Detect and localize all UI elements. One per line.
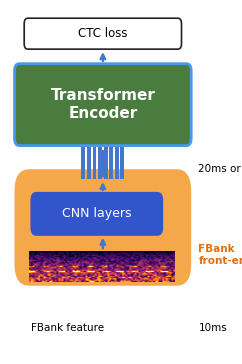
Bar bbox=[121, 147, 124, 179]
Text: CNN layers: CNN layers bbox=[62, 207, 132, 220]
Text: Transformer
Encoder: Transformer Encoder bbox=[50, 88, 155, 121]
Bar bbox=[104, 147, 107, 179]
Bar bbox=[81, 147, 85, 179]
Bar bbox=[92, 147, 96, 179]
FancyBboxPatch shape bbox=[24, 18, 182, 49]
FancyBboxPatch shape bbox=[15, 64, 191, 146]
Bar bbox=[109, 147, 113, 179]
Text: FBank
front-end: FBank front-end bbox=[198, 244, 242, 266]
FancyBboxPatch shape bbox=[31, 193, 162, 235]
FancyBboxPatch shape bbox=[15, 169, 191, 286]
Text: CTC loss: CTC loss bbox=[78, 27, 128, 40]
Bar bbox=[87, 147, 91, 179]
Bar bbox=[115, 147, 119, 179]
Text: 20ms or 40ms: 20ms or 40ms bbox=[198, 164, 242, 174]
Text: FBank feature: FBank feature bbox=[31, 323, 104, 333]
Text: 10ms: 10ms bbox=[198, 323, 227, 333]
Bar bbox=[98, 147, 102, 179]
